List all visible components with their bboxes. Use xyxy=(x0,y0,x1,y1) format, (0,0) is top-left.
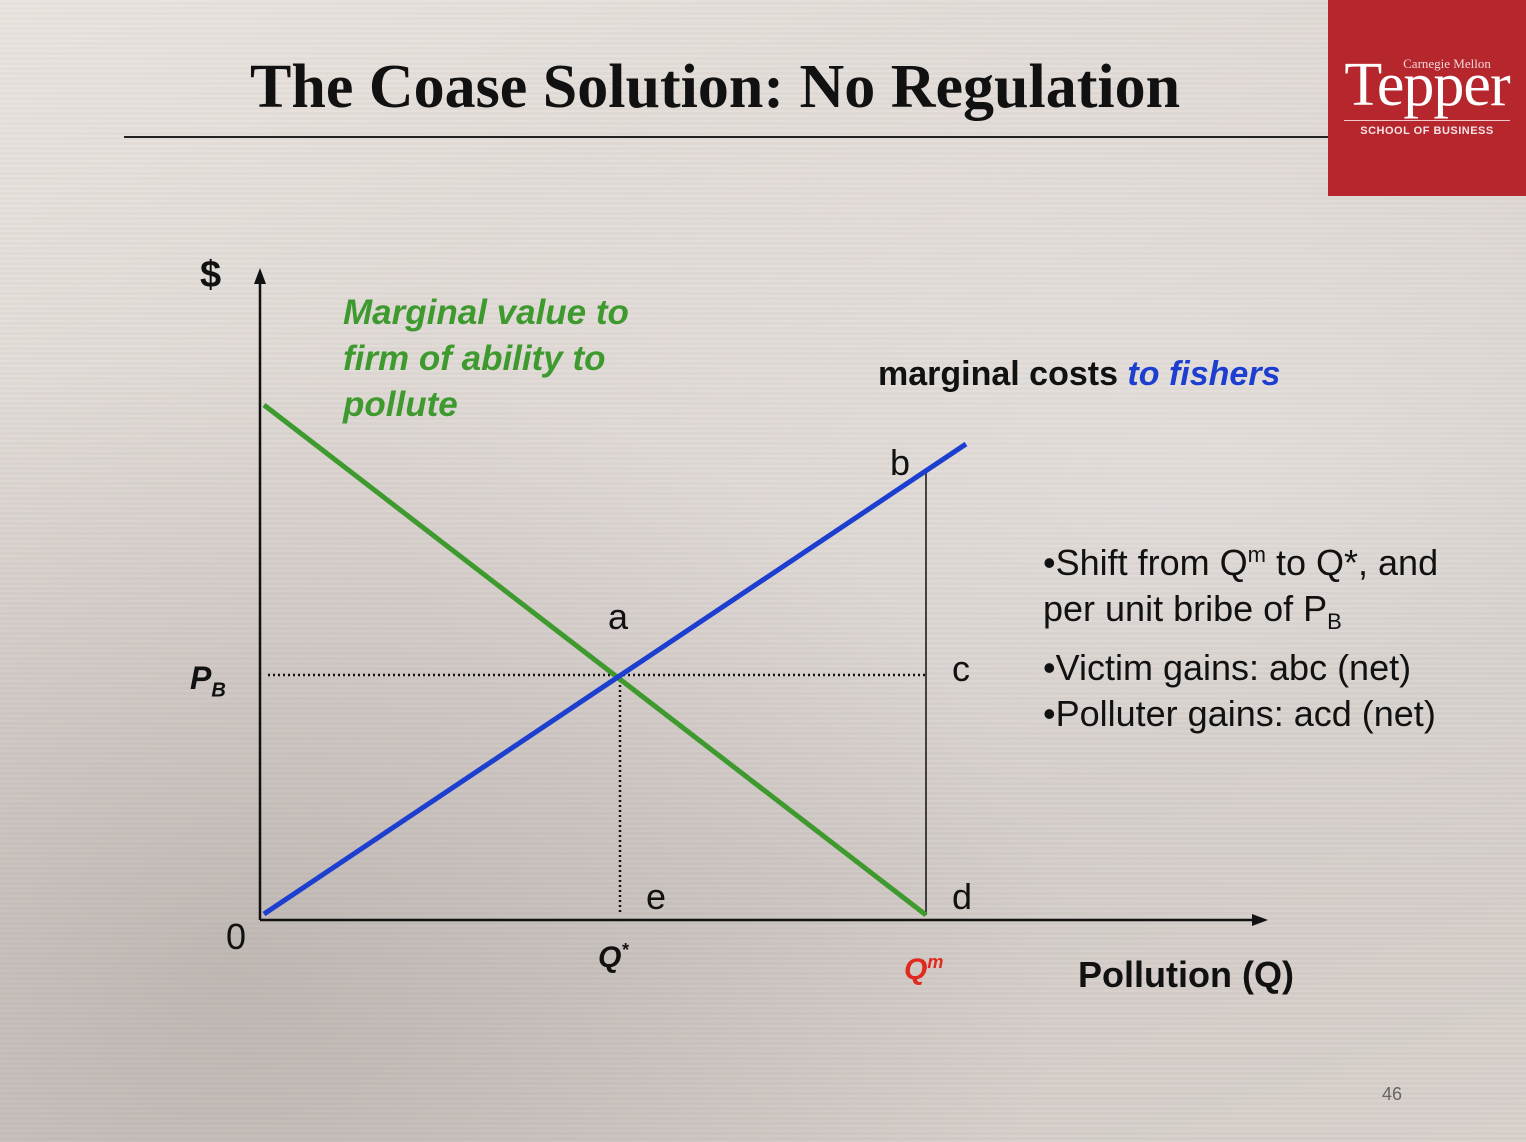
qstar-label: Q* xyxy=(598,940,628,975)
bullet-victim-gains: •Victim gains: abc (net) xyxy=(1043,647,1412,689)
price-label: PB xyxy=(190,660,226,702)
tepper-logo: Carnegie Mellon Tepper SCHOOL OF BUSINES… xyxy=(1328,0,1526,196)
marginal-value-label-line: pollute xyxy=(343,385,458,424)
bullet-bribe-text: per unit bribe of P xyxy=(1043,588,1328,629)
bullet-shift-text-b: to Q*, and xyxy=(1265,542,1439,583)
explanation-bullets: •Shift from Qm to Q*, and per unit bribe… xyxy=(1043,532,1438,737)
x-axis-arrowhead xyxy=(1252,914,1268,926)
qm-label-main: Q xyxy=(904,953,928,986)
qstar-label-sup: * xyxy=(621,940,629,960)
point-a-label: a xyxy=(608,596,629,637)
logo-school-name: SCHOOL OF BUSINESS xyxy=(1360,125,1494,137)
price-label-sub: B xyxy=(211,679,226,702)
logo-wordmark: Tepper xyxy=(1344,51,1510,119)
qm-label-sup: m xyxy=(927,952,944,972)
title-underline xyxy=(124,136,1410,138)
point-c-label: c xyxy=(952,648,970,689)
page-number: 46 xyxy=(1382,1084,1403,1104)
qm-label: Qm xyxy=(904,952,943,987)
logo-divider xyxy=(1344,120,1510,121)
marginal-value-label-line: firm of ability to xyxy=(343,339,606,378)
price-label-main: P xyxy=(190,660,212,696)
point-d-label: d xyxy=(952,876,973,917)
logo-university-name: Carnegie Mellon xyxy=(1403,56,1491,71)
origin-label: 0 xyxy=(226,916,247,957)
marginal-cost-label-prefix: marginal costs xyxy=(878,355,1128,393)
qstar-label-main: Q xyxy=(598,941,622,974)
marginal-cost-label: marginal costs to fishers xyxy=(878,355,1280,394)
point-e-label: e xyxy=(646,876,667,917)
marginal-cost-curve xyxy=(262,441,968,917)
slide-title: The Coase Solution: No Regulation xyxy=(250,53,1181,121)
marginal-value-label: Marginal value to firm of ability to pol… xyxy=(343,290,703,428)
bullet-shift: •Shift from Qm to Q*, and xyxy=(1043,532,1438,586)
marginal-cost-label-highlight: to fishers xyxy=(1127,355,1281,393)
x-axis-label: Pollution (Q) xyxy=(1078,954,1294,995)
y-axis-arrowhead xyxy=(254,268,266,284)
bullet-bribe: per unit bribe of PB xyxy=(1043,586,1438,645)
point-b-label: b xyxy=(890,442,911,483)
bullet-polluter-gains: •Polluter gains: acd (net) xyxy=(1043,693,1436,735)
marginal-value-curve xyxy=(262,403,928,917)
marginal-value-label-line: Marginal value to xyxy=(343,293,629,332)
bullet-shift-text-a: •Shift from Q xyxy=(1043,542,1248,583)
bullet-bribe-sub: B xyxy=(1327,609,1342,635)
bullet-shift-sup: m xyxy=(1247,542,1266,567)
y-axis-label: $ xyxy=(200,254,222,296)
